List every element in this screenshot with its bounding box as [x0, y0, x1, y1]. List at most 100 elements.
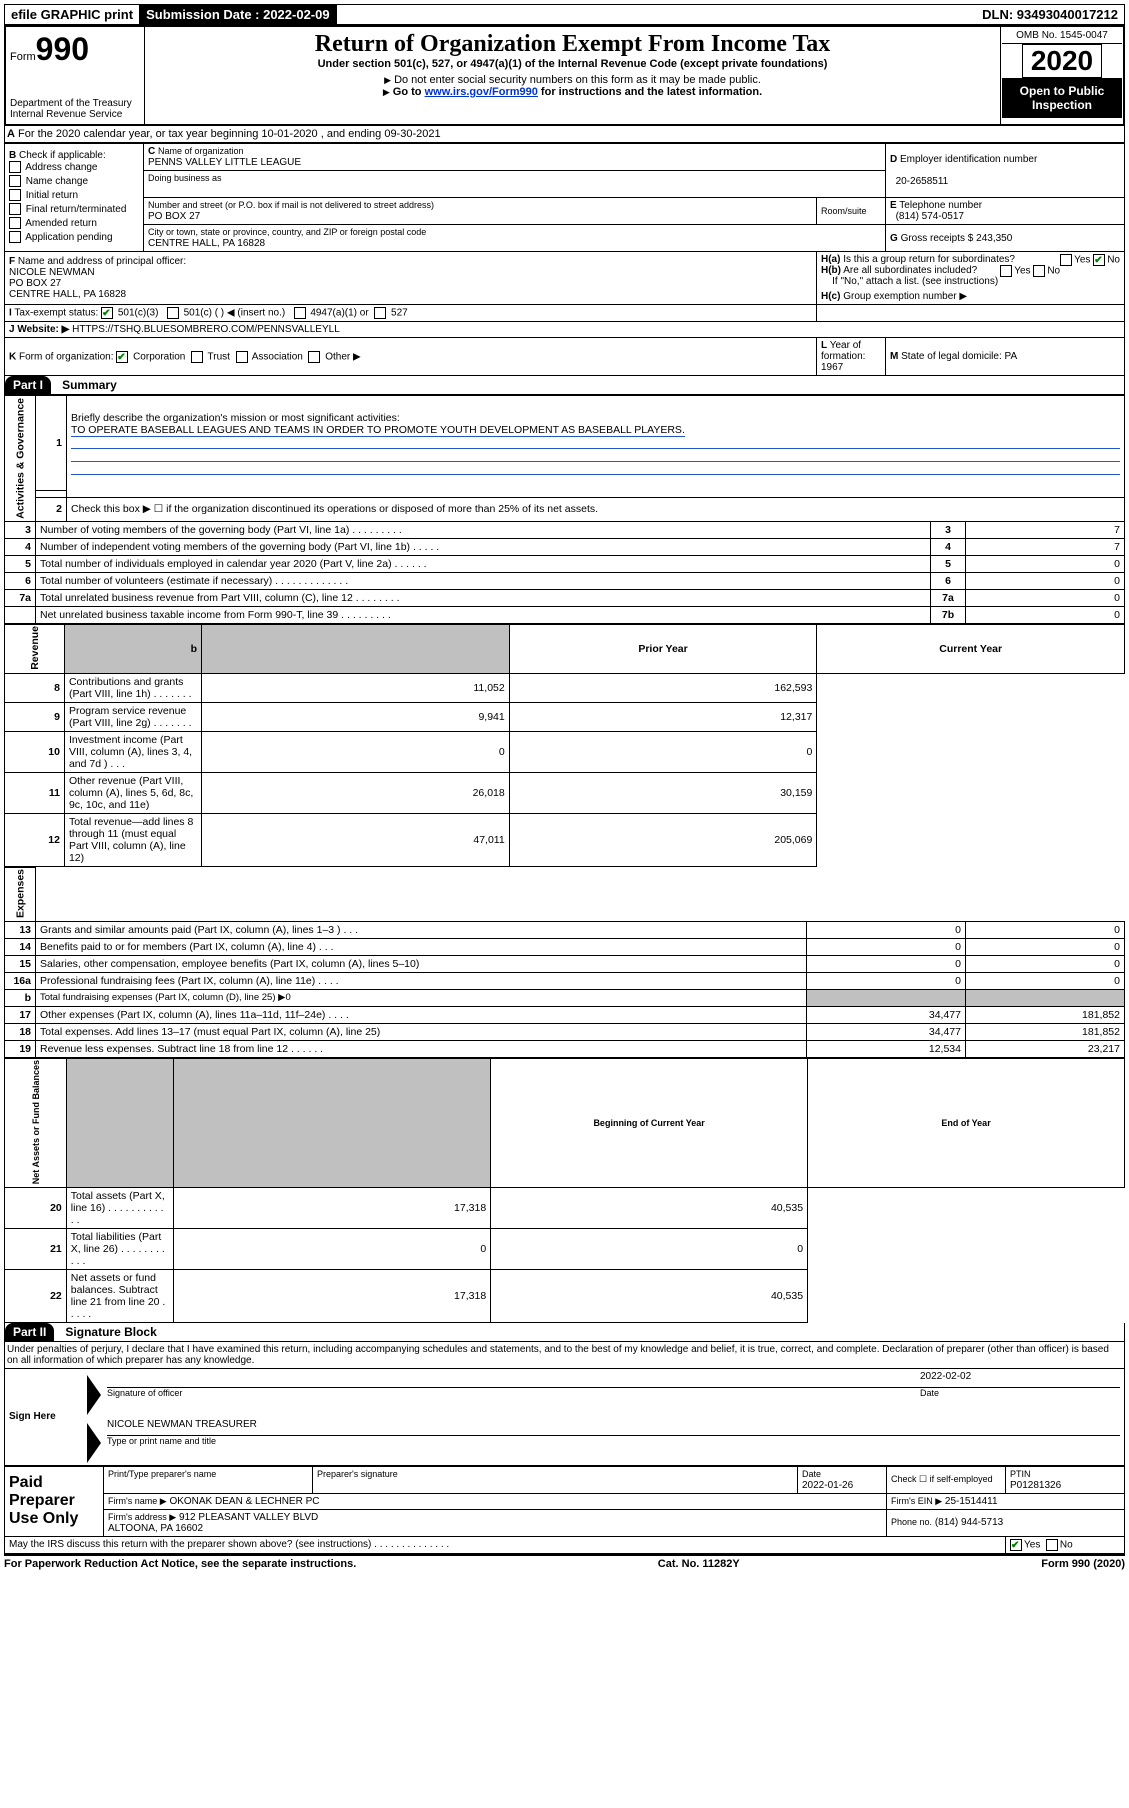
checkbox-name-change: Name change — [9, 175, 139, 189]
exp-row-b: bTotal fundraising expenses (Part IX, co… — [5, 989, 1125, 1006]
cb-501c3 — [101, 307, 113, 319]
note-goto-post: for instructions and the latest informat… — [538, 86, 762, 98]
exp-row-15: 15Salaries, other compensation, employee… — [5, 955, 1125, 972]
room-label: Room/suite — [821, 206, 867, 216]
rev-row-10: 10Investment income (Part VIII, column (… — [5, 731, 1125, 772]
na-row-21: 21Total liabilities (Part X, line 26) . … — [5, 1228, 1125, 1269]
street-address: PO BOX 27 — [148, 211, 200, 222]
prep-date-label: Date — [802, 1469, 821, 1479]
part2-title: Signature Block — [57, 1323, 164, 1341]
b-label: Check if applicable: — [19, 150, 106, 161]
year-formation: 1967 — [821, 362, 843, 373]
checkbox-address-change: Address change — [9, 161, 139, 175]
checkbox-amended-return: Amended return — [9, 217, 139, 231]
form-header: Form990 Department of the Treasury Inter… — [4, 25, 1125, 126]
k-trust: Trust — [208, 351, 230, 362]
dept-treasury: Department of the Treasury Internal Reve… — [10, 98, 140, 120]
city-label: City or town, state or province, country… — [148, 227, 426, 237]
website: HTTPS://TSHQ.BLUESOMBRERO.COM/PENNSVALLE… — [72, 324, 340, 335]
firm-phone: (814) 944-5713 — [935, 1517, 1003, 1528]
rev-row-8: 8Contributions and grants (Part VIII, li… — [5, 673, 1125, 702]
prep-self-label: Check ☐ if self-employed — [891, 1474, 993, 1484]
sig-name-label: Type or print name and title — [107, 1436, 216, 1446]
line1-label: Briefly describe the organization's miss… — [71, 412, 400, 424]
sig-date-val: 2022-02-02 — [920, 1371, 971, 1382]
city-state-zip: CENTRE HALL, PA 16828 — [148, 238, 265, 249]
checkbox-final-return-terminated: Final return/terminated — [9, 203, 139, 217]
exp-row-14: 14Benefits paid to or for members (Part … — [5, 938, 1125, 955]
ein: 20-2658511 — [896, 176, 949, 187]
vert-netassets: Net Assets or Fund Balances — [5, 1058, 67, 1187]
j-label: Website: — [17, 324, 59, 335]
tax-period: For the 2020 calendar year, or tax year … — [18, 128, 441, 140]
end-year-hdr: End of Year — [808, 1058, 1125, 1187]
form-ref: Form 990 (2020) — [1041, 1558, 1125, 1570]
gov-row-4: 4Number of independent voting members of… — [5, 538, 1125, 555]
na-row-22: 22Net assets or fund balances. Subtract … — [5, 1269, 1125, 1322]
rev-row-12: 12Total revenue—add lines 8 through 11 (… — [5, 813, 1125, 866]
form-word: Form — [10, 51, 36, 63]
tax-year: 2020 — [1022, 44, 1102, 78]
current-year-hdr: Current Year — [817, 624, 1125, 673]
k-assoc: Association — [252, 351, 303, 362]
no-label: No — [1060, 1539, 1073, 1550]
lbl-501c: 501(c) ( ) — [184, 308, 225, 319]
hb-note: If "No," attach a list. (see instruction… — [832, 276, 998, 287]
ptin: P01281326 — [1010, 1480, 1061, 1491]
f-label: Name and address of principal officer: — [18, 256, 186, 267]
discuss-question: May the IRS discuss this return with the… — [9, 1539, 449, 1550]
gov-row-3: 3Number of voting members of the governi… — [5, 521, 1125, 538]
gov-row-5: 5Total number of individuals employed in… — [5, 555, 1125, 572]
omb-number: OMB No. 1545-0047 — [1002, 28, 1122, 44]
yes-label: Yes — [1024, 1539, 1040, 1550]
vert-revenue: Revenue — [5, 624, 65, 673]
mission: TO OPERATE BASEBALL LEAGUES AND TEAMS IN… — [71, 424, 685, 437]
firm-phone-label: Phone no. — [891, 1517, 932, 1527]
paid-preparer: Paid Preparer Use Only — [5, 1466, 104, 1536]
gov-row-7b: Net unrelated business taxable income fr… — [5, 606, 1125, 623]
prep-name-label: Print/Type preparer's name — [108, 1469, 216, 1479]
part1-table: Activities & Governance 1 Briefly descri… — [4, 395, 1125, 624]
hb-label: Are all subordinates included? — [843, 265, 977, 276]
lbl-527: 527 — [391, 308, 408, 319]
dba-label: Doing business as — [148, 173, 222, 183]
arrow-icon — [87, 1375, 101, 1415]
begin-year-hdr: Beginning of Current Year — [491, 1058, 808, 1187]
note-ssn: Do not enter social security numbers on … — [394, 74, 761, 86]
pra-notice: For Paperwork Reduction Act Notice, see … — [4, 1558, 356, 1570]
lbl-insert: (insert no.) — [237, 308, 285, 319]
firm-ein: 25-1514411 — [945, 1496, 998, 1507]
top-bar: efile GRAPHIC print Submission Date : 20… — [4, 4, 1125, 25]
exp-row-17: 17Other expenses (Part IX, column (A), l… — [5, 1006, 1125, 1023]
c-name-label: Name of organization — [158, 146, 244, 156]
cat-no: Cat. No. 11282Y — [658, 1558, 740, 1570]
arrow-icon — [87, 1423, 101, 1463]
prior-year-hdr: Prior Year — [509, 624, 817, 673]
firm-ein-label: Firm's EIN ▶ — [891, 1496, 942, 1506]
form-title: Return of Organization Exempt From Incom… — [149, 31, 996, 58]
vert-governance: Activities & Governance — [5, 396, 36, 522]
sig-officer-label: Signature of officer — [107, 1388, 182, 1398]
form-number: 990 — [36, 31, 89, 67]
irs-link[interactable]: www.irs.gov/Form990 — [425, 86, 538, 98]
sign-here: Sign Here — [5, 1369, 84, 1466]
i-label: Tax-exempt status: — [14, 308, 98, 319]
form-subtitle: Under section 501(c), 527, or 4947(a)(1)… — [149, 58, 996, 70]
exp-row-19: 19Revenue less expenses. Subtract line 1… — [5, 1040, 1125, 1057]
ha-label: Is this a group return for subordinates? — [843, 254, 1015, 265]
submission-date: Submission Date : 2022-02-09 — [140, 5, 337, 24]
checkbox-application-pending: Application pending — [9, 231, 139, 245]
officer-name-title: NICOLE NEWMAN TREASURER — [107, 1419, 257, 1430]
state-domicile: PA — [1005, 351, 1018, 362]
prep-date: 2022-01-26 — [802, 1480, 853, 1491]
gov-row-7a: 7aTotal unrelated business revenue from … — [5, 589, 1125, 606]
rev-row-11: 11Other revenue (Part VIII, column (A), … — [5, 772, 1125, 813]
vert-expenses: Expenses — [5, 867, 36, 921]
telephone: (814) 574-0517 — [896, 211, 964, 222]
k-corp: Corporation — [133, 351, 185, 362]
na-row-20: 20Total assets (Part X, line 16) . . . .… — [5, 1187, 1125, 1228]
note-goto-pre: Go to — [393, 86, 425, 98]
hc-label: Group exemption number — [843, 291, 956, 302]
perjury-declaration: Under penalties of perjury, I declare th… — [4, 1342, 1125, 1369]
footer: For Paperwork Reduction Act Notice, see … — [4, 1554, 1125, 1572]
